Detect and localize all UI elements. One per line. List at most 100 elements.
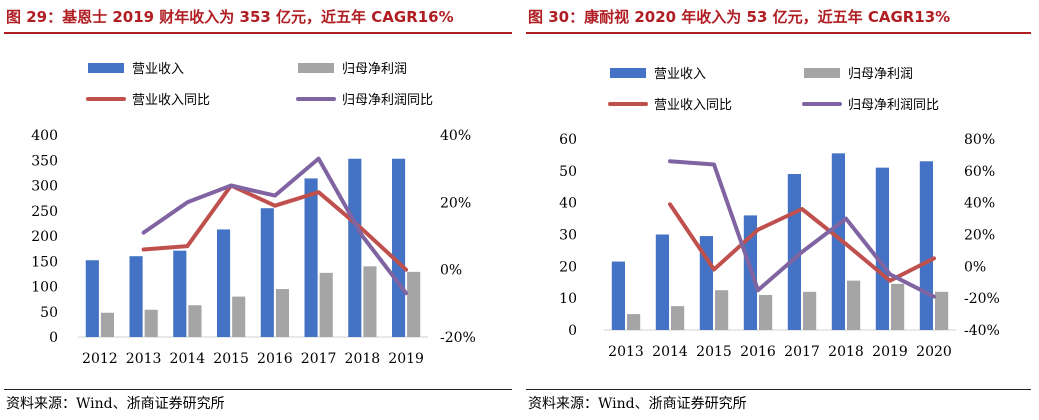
y2-tick-label: -40% <box>964 323 1000 339</box>
y-tick-label: 20 <box>559 259 577 275</box>
y-tick-label: 30 <box>559 228 577 244</box>
x-tick-label: 2014 <box>170 351 206 367</box>
source-divider <box>526 389 1031 390</box>
y-tick-label: 250 <box>31 204 58 220</box>
legend-label: 营业收入 <box>654 67 706 82</box>
revenue-bar <box>129 256 143 337</box>
profit-bar <box>232 296 246 337</box>
y2-tick-label: -20% <box>964 291 1000 307</box>
revenue-yoy-line <box>668 202 936 283</box>
chart-panel-right: 图 30：康耐视 2020 年收入为 53 亿元，近五年 CAGR13% 营业收… <box>522 0 1039 420</box>
profit-bar <box>671 306 685 330</box>
legend-label: 归母净利润 <box>342 62 407 77</box>
x-tick-label: 2016 <box>257 351 293 367</box>
profit-bar <box>275 289 289 337</box>
profit-bar <box>715 290 729 330</box>
x-tick-label: 2012 <box>82 351 118 367</box>
y-tick-label: 200 <box>31 229 58 245</box>
y2-tick-label: 60% <box>964 164 995 180</box>
legend-label: 归母净利润 <box>848 67 913 82</box>
y-tick-label: 300 <box>31 179 58 195</box>
profit-bar <box>100 312 114 337</box>
x-tick-label: 2017 <box>784 344 820 360</box>
revenue-bar <box>304 178 318 337</box>
legend-label: 营业收入同比 <box>132 93 210 108</box>
x-tick-label: 2013 <box>608 344 644 360</box>
profit-bar <box>803 291 817 330</box>
y2-tick-label: 20% <box>440 195 471 211</box>
revenue-yoy-line <box>141 183 409 272</box>
y2-tick-label: 40% <box>964 196 995 212</box>
x-tick-label: 2017 <box>301 351 337 367</box>
revenue-bar <box>875 167 889 330</box>
y-tick-label: 100 <box>31 280 58 296</box>
x-tick-label: 2019 <box>872 344 908 360</box>
legend-swatch <box>298 63 334 73</box>
y-tick-label: 350 <box>31 153 58 169</box>
profit-bar <box>144 309 158 337</box>
chart-panel-left: 图 29：基恩士 2019 财年收入为 353 亿元，近五年 CAGR16% 营… <box>4 8 512 412</box>
legend-label: 营业收入 <box>132 62 184 77</box>
chart-title: 图 29：基恩士 2019 财年收入为 353 亿元，近五年 CAGR16% <box>6 8 454 26</box>
legend-swatch <box>610 68 646 78</box>
revenue-bar <box>655 234 669 330</box>
y-tick-label: 150 <box>31 254 58 270</box>
y2-tick-label: 40% <box>440 128 471 144</box>
profit-bar <box>627 314 641 330</box>
y-tick-label: 50 <box>40 305 58 321</box>
y-tick-label: 50 <box>559 164 577 180</box>
profit-bar <box>847 280 861 330</box>
x-tick-label: 2015 <box>213 351 249 367</box>
revenue-bar <box>85 260 99 337</box>
y-tick-label: 60 <box>559 132 577 148</box>
profit-yoy-line <box>141 156 409 296</box>
profit-bar <box>935 291 949 330</box>
x-tick-label: 2020 <box>916 344 952 360</box>
source-note: 资料来源：Wind、浙商证券研究所 <box>528 396 747 412</box>
profit-bar <box>188 305 202 337</box>
source-divider <box>4 389 512 390</box>
y2-tick-label: 20% <box>964 228 995 244</box>
y-tick-label: 40 <box>559 196 577 212</box>
title-divider <box>4 32 512 34</box>
y-tick-label: 400 <box>31 128 58 144</box>
revenue-bar <box>260 208 274 337</box>
legend-label: 营业收入同比 <box>654 98 732 113</box>
x-tick-label: 2014 <box>652 344 688 360</box>
revenue-bar <box>831 153 845 330</box>
y-tick-label: 0 <box>49 330 58 346</box>
y2-tick-label: 80% <box>964 132 995 148</box>
x-tick-label: 2013 <box>126 351 162 367</box>
profit-bar <box>759 294 773 330</box>
profit-bar <box>319 272 333 337</box>
source-note: 资料来源：Wind、浙商证券研究所 <box>6 396 225 412</box>
y2-tick-label: 0% <box>964 259 986 275</box>
revenue-bar <box>173 250 187 337</box>
y2-tick-label: 0% <box>440 263 462 279</box>
legend-swatch <box>804 68 840 78</box>
x-tick-label: 2015 <box>696 344 732 360</box>
title-divider <box>526 32 1031 34</box>
x-tick-label: 2019 <box>388 351 424 367</box>
x-tick-label: 2016 <box>740 344 776 360</box>
y2-tick-label: -20% <box>440 330 476 346</box>
y-tick-label: 10 <box>559 291 577 307</box>
chart-title: 图 30：康耐视 2020 年收入为 53 亿元，近五年 CAGR13% <box>528 8 951 26</box>
revenue-bar <box>348 158 362 337</box>
profit-bar <box>363 266 377 337</box>
profit-bar <box>891 283 905 330</box>
revenue-bar <box>919 161 933 330</box>
legend-label: 归母净利润同比 <box>342 93 433 108</box>
x-tick-label: 2018 <box>345 351 381 367</box>
revenue-bar <box>217 229 231 337</box>
revenue-bar <box>611 261 625 330</box>
y-tick-label: 0 <box>568 323 577 339</box>
legend-label: 归母净利润同比 <box>848 98 939 113</box>
profit-yoy-line <box>668 159 936 299</box>
legend-swatch <box>88 63 124 73</box>
revenue-bar <box>392 158 406 337</box>
x-tick-label: 2018 <box>828 344 864 360</box>
profit-bar <box>407 271 421 337</box>
